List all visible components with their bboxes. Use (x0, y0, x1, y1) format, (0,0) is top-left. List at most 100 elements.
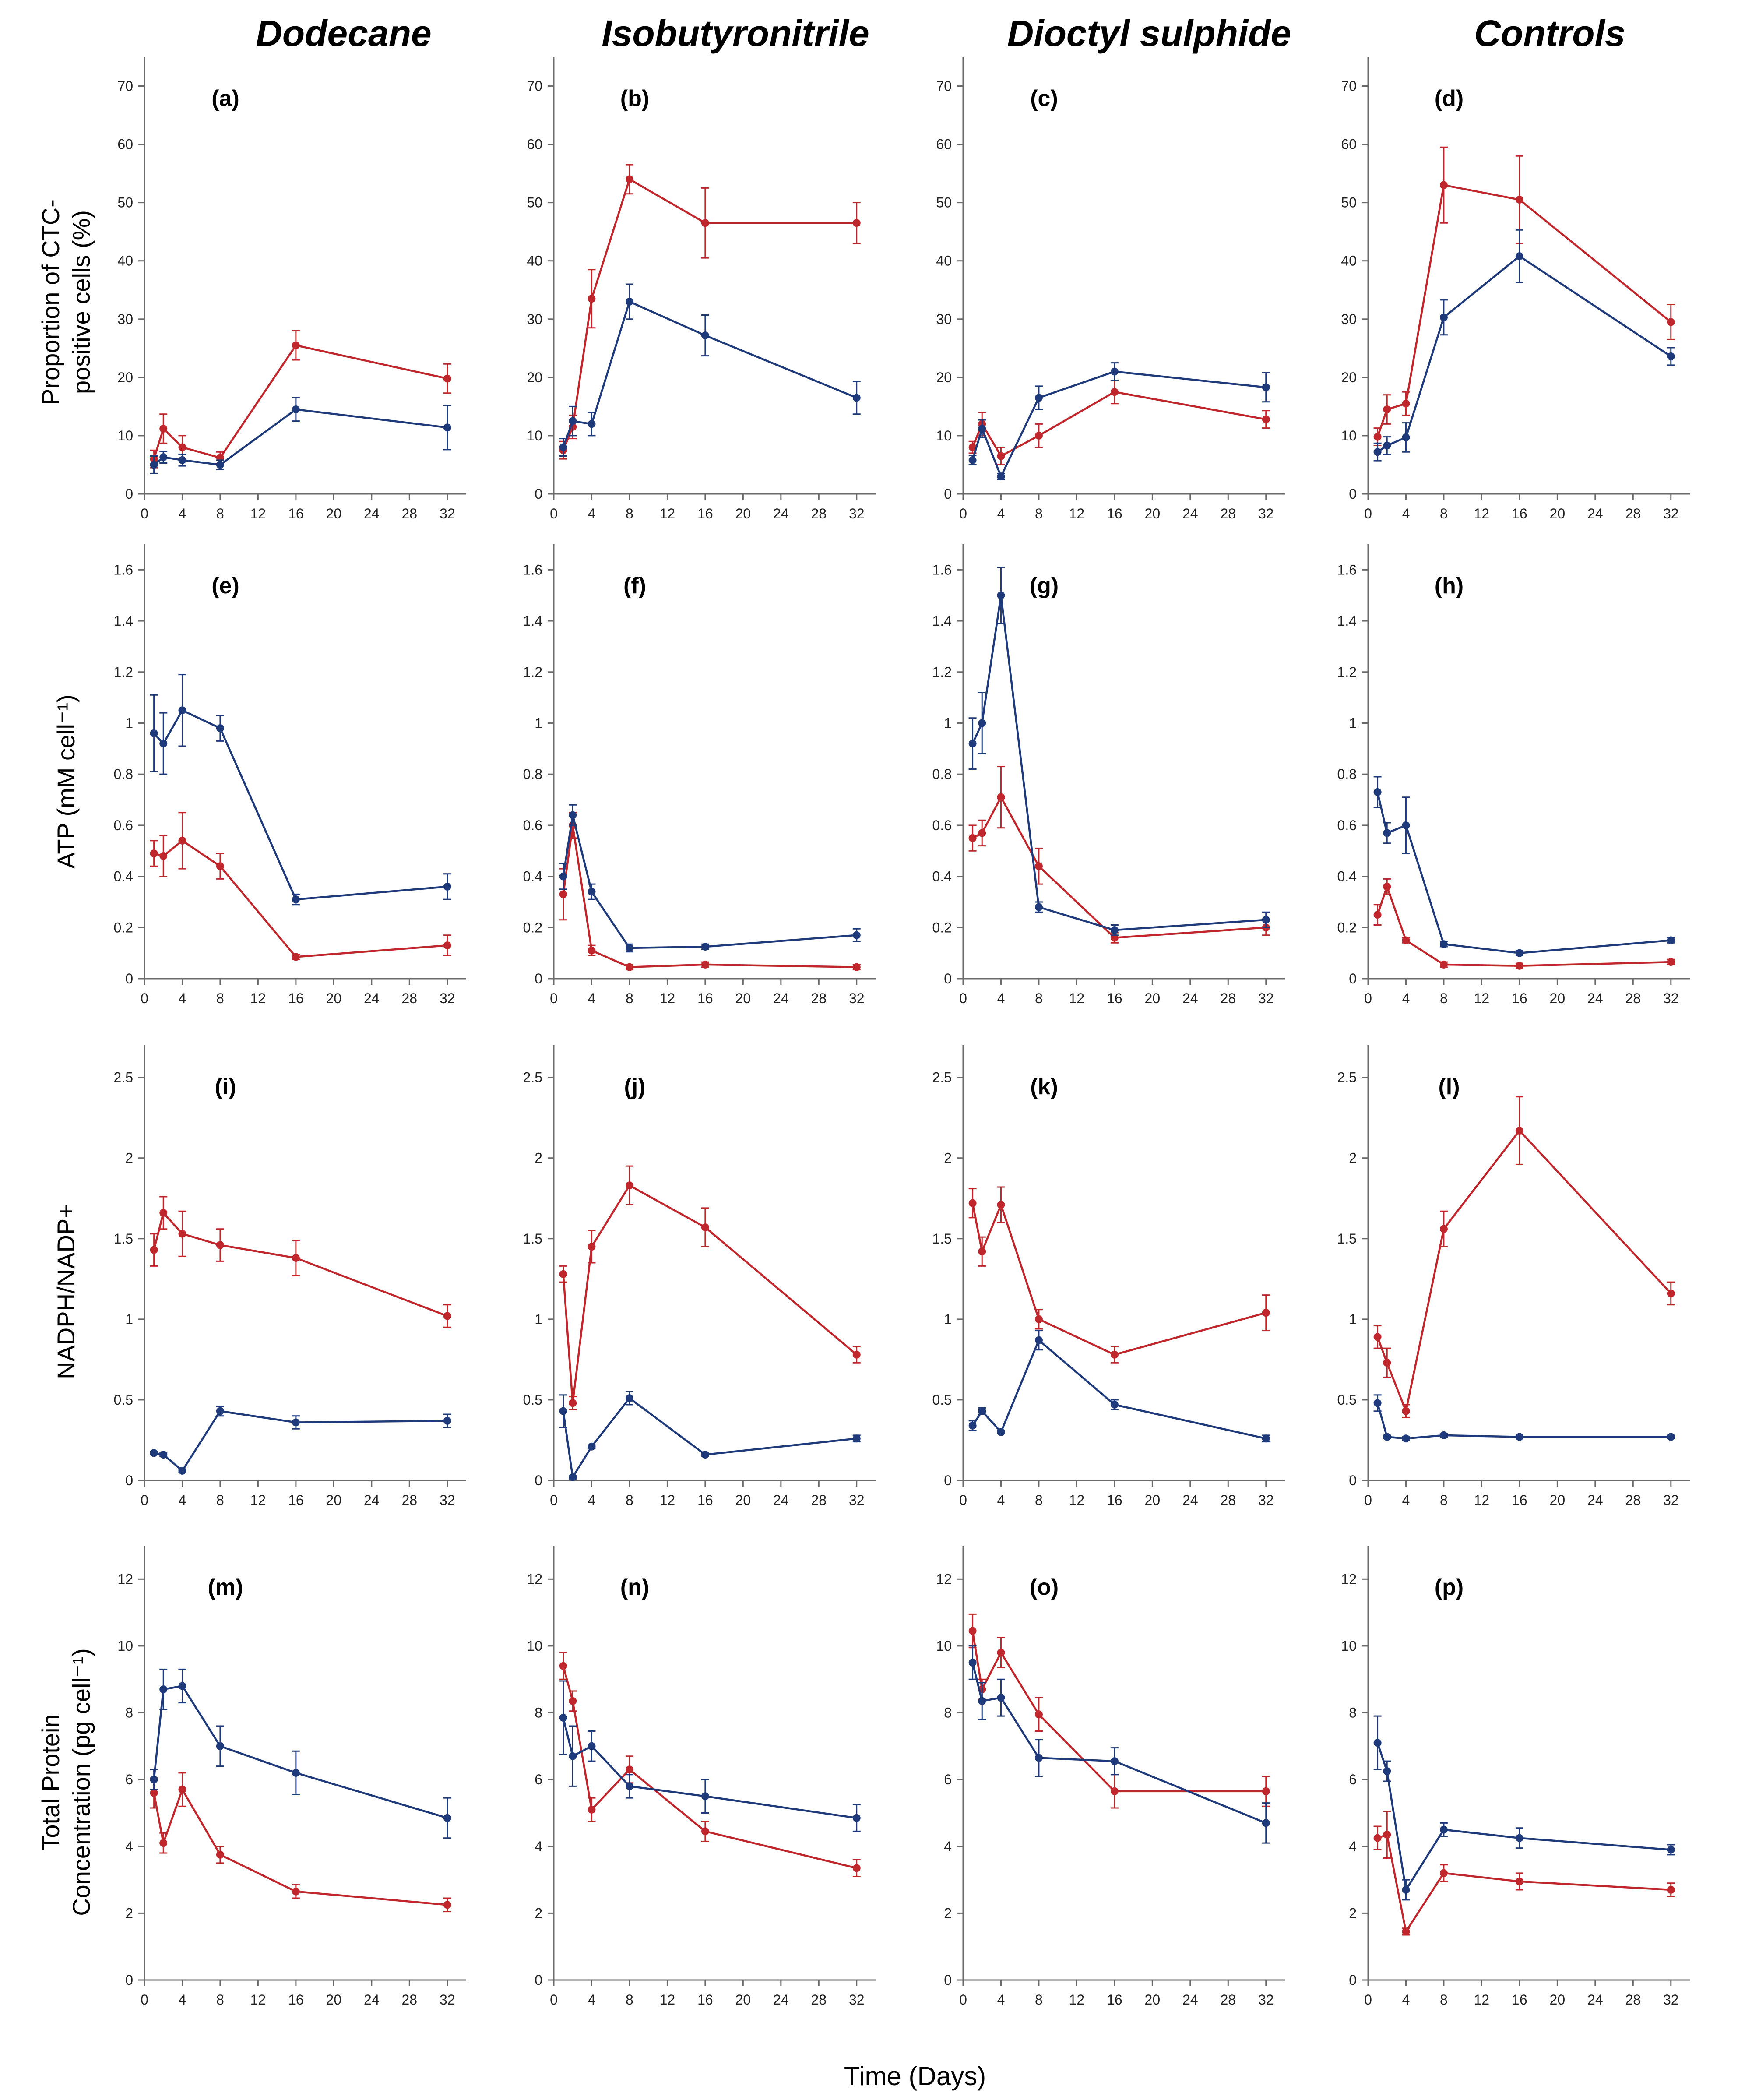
x-tick-label: 16 (288, 506, 304, 521)
panel-label: (c) (1030, 86, 1058, 111)
x-tick-label: 32 (1258, 1992, 1274, 2008)
y-tick-label: 4 (944, 1839, 952, 1854)
x-tick-label: 4 (1402, 990, 1410, 1006)
data-point (559, 1662, 567, 1670)
x-tick-label: 0 (959, 1992, 967, 2008)
y-tick-label: 12 (936, 1571, 952, 1587)
y-tick-label: 1.6 (932, 562, 952, 578)
x-tick-label: 24 (1182, 506, 1198, 521)
y-tick-label: 0.4 (932, 869, 952, 884)
x-tick-label: 28 (401, 1492, 417, 1508)
x-tick-label: 12 (250, 1992, 266, 2008)
x-tick-label: 16 (697, 1992, 713, 2008)
x-tick-label: 16 (1512, 506, 1527, 521)
data-point (292, 895, 300, 904)
data-point (443, 1901, 451, 1909)
x-tick-label: 4 (1402, 1492, 1410, 1508)
data-point (1034, 862, 1043, 870)
y-tick-label: 50 (1341, 195, 1357, 211)
x-tick-label: 24 (1587, 990, 1603, 1006)
data-point (852, 1864, 861, 1872)
data-point (968, 1421, 977, 1430)
panel-a: 0 10 20 30 40 50 60 70 0 4 8 12 16 20 24 28 32 (a) (117, 57, 466, 521)
x-tick-label: 4 (179, 990, 186, 1006)
data-point (588, 1243, 596, 1251)
x-tick-label: 32 (1663, 1992, 1679, 2008)
x-tick-label: 4 (588, 1492, 596, 1508)
data-point (1110, 1350, 1119, 1359)
x-tick-label: 0 (550, 1492, 558, 1508)
data-point (292, 953, 300, 961)
x-tick-label: 0 (1364, 990, 1372, 1006)
x-tick-label: 32 (849, 1492, 865, 1508)
x-tick-label: 4 (997, 1492, 1005, 1508)
y-tick-label: 0.2 (932, 920, 952, 935)
series-line-blue (562, 1397, 857, 1480)
series-red (1373, 146, 1675, 447)
series-line-blue (562, 300, 857, 448)
series-line-red (562, 178, 857, 451)
y-tick-label: 0 (535, 486, 542, 502)
data-point (159, 1685, 168, 1694)
y-tick-label: 1 (944, 715, 952, 731)
data-point (1402, 1434, 1410, 1443)
x-tick-label: 8 (216, 1492, 224, 1508)
x-tick-label: 16 (1107, 1492, 1122, 1508)
series-red (968, 1613, 1270, 1809)
series-red (150, 1196, 451, 1328)
series-line-red (562, 1666, 857, 1869)
series-line-blue (1376, 1742, 1671, 1893)
series-blue (150, 674, 451, 906)
data-point (1262, 916, 1270, 924)
y-tick-label: 2.5 (1337, 1070, 1357, 1085)
y-tick-label: 0.4 (523, 869, 542, 884)
series-red (559, 164, 861, 460)
y-tick-label: 1.2 (932, 664, 952, 680)
data-point (1667, 352, 1675, 360)
y-tick-label: 1.2 (523, 664, 542, 680)
data-point (292, 1418, 300, 1427)
series-blue (150, 1406, 451, 1475)
data-point (997, 793, 1005, 801)
data-point (1667, 1433, 1675, 1441)
series-red (150, 812, 451, 961)
y-tick-label: 2 (944, 1150, 952, 1166)
data-point (1373, 1739, 1382, 1747)
series-red (559, 1652, 861, 1877)
data-point (968, 1659, 977, 1667)
data-point (159, 1839, 168, 1847)
data-point (1667, 318, 1675, 326)
data-point (1373, 1834, 1382, 1842)
data-point (588, 1742, 596, 1750)
y-tick-label: 1.6 (114, 562, 133, 578)
x-tick-label: 12 (660, 506, 675, 521)
y-tick-label: 0.2 (114, 920, 133, 935)
x-tick-label: 16 (288, 1492, 304, 1508)
x-tick-label: 4 (997, 506, 1005, 521)
x-tick-label: 12 (1069, 506, 1085, 521)
data-point (625, 1394, 633, 1402)
data-point (997, 591, 1005, 599)
panel-l: 0 0.5 1 1.5 2 2.5 0 4 8 12 16 20 24 28 32 (l) (1337, 1045, 1690, 1508)
data-point (1439, 1225, 1448, 1233)
data-point (1515, 252, 1523, 261)
data-point (1110, 926, 1119, 934)
x-tick-label: 12 (660, 1492, 675, 1508)
data-point (1667, 1846, 1675, 1854)
series-red (1373, 1811, 1675, 1936)
x-tick-label: 0 (1364, 506, 1372, 521)
ylabel-protein-line1: Total Protein (37, 1714, 64, 1850)
data-point (1402, 433, 1410, 441)
data-point (701, 1451, 709, 1459)
y-tick-label: 8 (535, 1705, 542, 1721)
data-point (701, 1827, 709, 1836)
column-titles: Dodecane Isobutyronitrile Dioctyl sulphi… (256, 13, 1625, 54)
data-point (150, 461, 158, 469)
y-tick-label: 0.8 (932, 766, 952, 782)
x-tick-label: 32 (1663, 990, 1679, 1006)
series-line-blue (562, 1717, 857, 1819)
x-tick-label: 28 (1220, 990, 1236, 1006)
series-red (1373, 1096, 1675, 1418)
data-point (625, 175, 633, 183)
x-tick-label: 8 (1035, 1992, 1043, 2008)
